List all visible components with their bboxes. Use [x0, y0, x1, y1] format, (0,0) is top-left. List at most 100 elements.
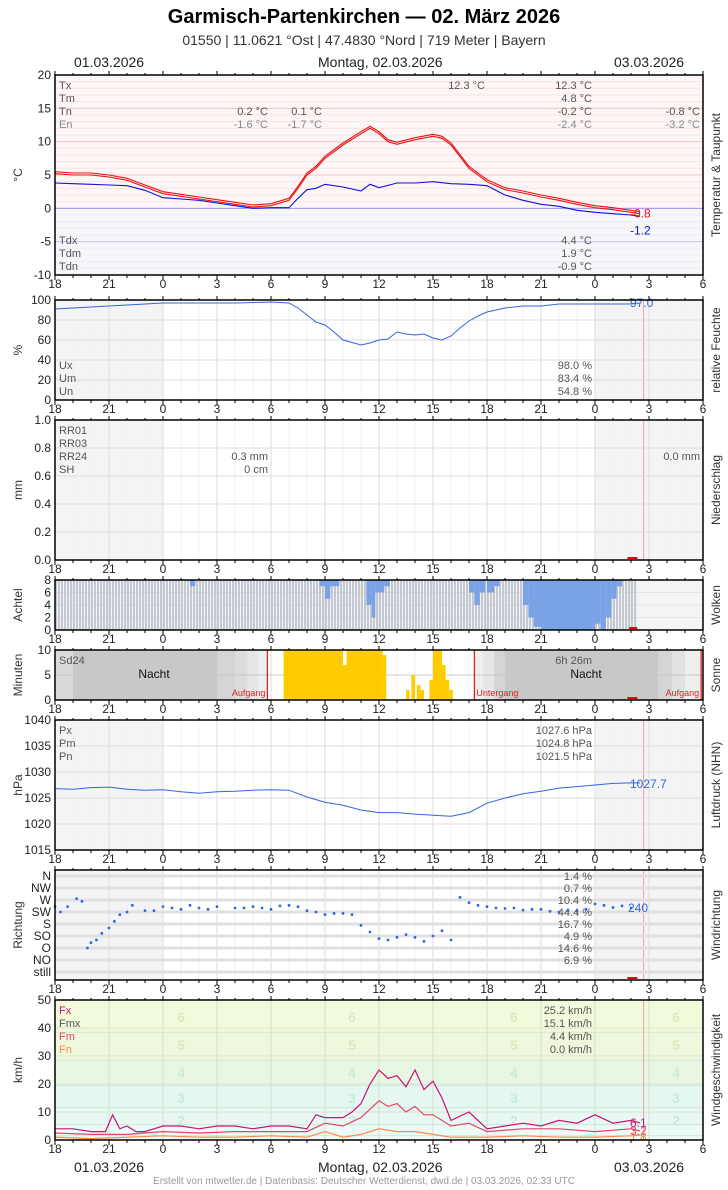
x-tick-label: 6: [700, 562, 707, 576]
data-line: [54, 301, 641, 346]
wind-point: [143, 909, 147, 913]
wind-point: [80, 899, 84, 903]
y-tick-label: 0.2: [34, 525, 51, 539]
wind-point: [368, 930, 372, 934]
x-tick-label: 6: [700, 1142, 707, 1156]
x-tick-label: 9: [322, 982, 329, 996]
y-tick-label: 1015: [24, 843, 51, 857]
legend-En: En: [59, 119, 72, 131]
x-tick-label: 12: [372, 277, 386, 291]
wind-point: [512, 906, 516, 910]
beaufort-label: 5: [348, 1037, 356, 1053]
y-tick-label: 50: [38, 993, 52, 1007]
svg-text:1.9 °C: 1.9 °C: [561, 248, 592, 260]
y-tick-label: 0.8: [34, 441, 51, 455]
wind-point: [170, 906, 174, 910]
legend-Tdm: Tdm: [59, 248, 81, 260]
x-tick-label: 0: [160, 562, 167, 576]
x-tick-label: 21: [102, 277, 116, 291]
beaufort-label: 2: [177, 1112, 185, 1128]
wind-point: [269, 907, 273, 911]
y-tick-label: 20: [38, 373, 52, 387]
x-tick-label: 18: [480, 277, 494, 291]
x-tick-label: 3: [214, 277, 221, 291]
legend-Um: Um: [59, 373, 76, 385]
x-tick-label: 6: [268, 1142, 275, 1156]
cloud-gap: [487, 580, 495, 593]
y-tick-label: 15: [38, 101, 52, 115]
x-tick-label: 18: [48, 982, 62, 996]
wind-point: [539, 907, 543, 911]
beaufort-label: 6: [672, 1009, 680, 1025]
wind-point: [100, 931, 104, 935]
current-pressure: 1027.7: [630, 777, 667, 791]
y-axis-label: °C: [11, 168, 25, 182]
data-line: [54, 125, 641, 213]
x-tick-label: 21: [102, 402, 116, 416]
direction-percentage: 16.7 %: [558, 919, 592, 931]
svg-text:25.2 km/h: 25.2 km/h: [544, 1005, 592, 1017]
svg-text:4.4 km/h: 4.4 km/h: [550, 1031, 592, 1043]
y-axis-label: Richtung: [11, 901, 25, 948]
svg-text:-1.7 °C: -1.7 °C: [288, 119, 322, 131]
beaufort-label: 3: [348, 1090, 356, 1106]
x-tick-label: 18: [480, 982, 494, 996]
date-bar-top: 01.03.2026 Montag, 02.03.2026 03.03.2026: [0, 54, 728, 72]
x-tick-label: 9: [322, 852, 329, 866]
sunshine-bar: [433, 650, 442, 700]
beaufort-label: 6: [177, 1009, 185, 1025]
sunshine-bar: [420, 690, 424, 700]
sunshine-bar: [449, 690, 453, 700]
x-tick-label: 3: [214, 982, 221, 996]
sunshine-total: 6h 26m: [555, 655, 592, 667]
beaufort-label: 4: [177, 1065, 185, 1081]
beaufort-label: 4: [348, 1065, 356, 1081]
beaufort-label: 6: [348, 1009, 356, 1025]
cloud-gap: [319, 580, 325, 587]
cloud-gap: [600, 580, 606, 630]
x-tick-label: 12: [372, 702, 386, 716]
date-left: 01.03.2026: [74, 1159, 145, 1175]
legend-Fmx: Fmx: [59, 1018, 81, 1030]
y-tick-label: 1020: [24, 817, 51, 831]
wind-point: [422, 939, 426, 943]
x-tick-label: 21: [102, 702, 116, 716]
legend-Tx: Tx: [59, 80, 72, 92]
current-temp: -0.8: [630, 207, 651, 221]
x-tick-label: 12: [372, 852, 386, 866]
wind-point: [431, 934, 435, 938]
x-tick-label: 15: [426, 277, 440, 291]
y-axis-label: mm: [11, 480, 25, 500]
panel-title: Luftdruck (NHN): [709, 742, 723, 829]
legend-RR01: RR01: [59, 425, 87, 437]
wind-point: [602, 903, 606, 907]
pressure-panel: hPa Luftdruck (NHN) 1040 1035 1030 1025 1020 10…: [11, 713, 723, 866]
panel-title: Wolken: [709, 585, 723, 625]
y-tick-label: 20: [38, 68, 52, 82]
svg-text:-1.6 °C: -1.6 °C: [234, 119, 268, 131]
sunshine-bar: [429, 680, 433, 700]
wind-point: [89, 941, 93, 945]
x-tick-label: 0: [160, 402, 167, 416]
sunshine-bar: [346, 650, 383, 700]
y-tick-label: 100: [31, 293, 51, 307]
wind-point: [296, 905, 300, 909]
direction-percentage: 4.9 %: [564, 931, 592, 943]
missing-data-marker: [627, 557, 638, 559]
wind-point: [548, 909, 552, 913]
sunset-label: Untergang: [476, 688, 518, 698]
y-axis-label: Achtel: [11, 588, 25, 621]
x-tick-label: 21: [534, 632, 548, 646]
cloud-gap: [533, 580, 541, 627]
x-tick-label: 21: [102, 562, 116, 576]
cloud-gap: [474, 580, 480, 605]
y-tick-label: 1030: [24, 765, 51, 779]
direction-label: still: [34, 965, 51, 979]
cloud-gap: [330, 580, 340, 587]
y-axis-label: hPa: [11, 774, 25, 796]
wind-point: [323, 913, 327, 917]
legend-Pn: Pn: [59, 751, 72, 763]
wind-direction-panel: Richtung Windrichtung N 1.4 % NW 0.7 % W 10.4 %…: [11, 866, 723, 996]
x-tick-label: 6: [268, 277, 275, 291]
